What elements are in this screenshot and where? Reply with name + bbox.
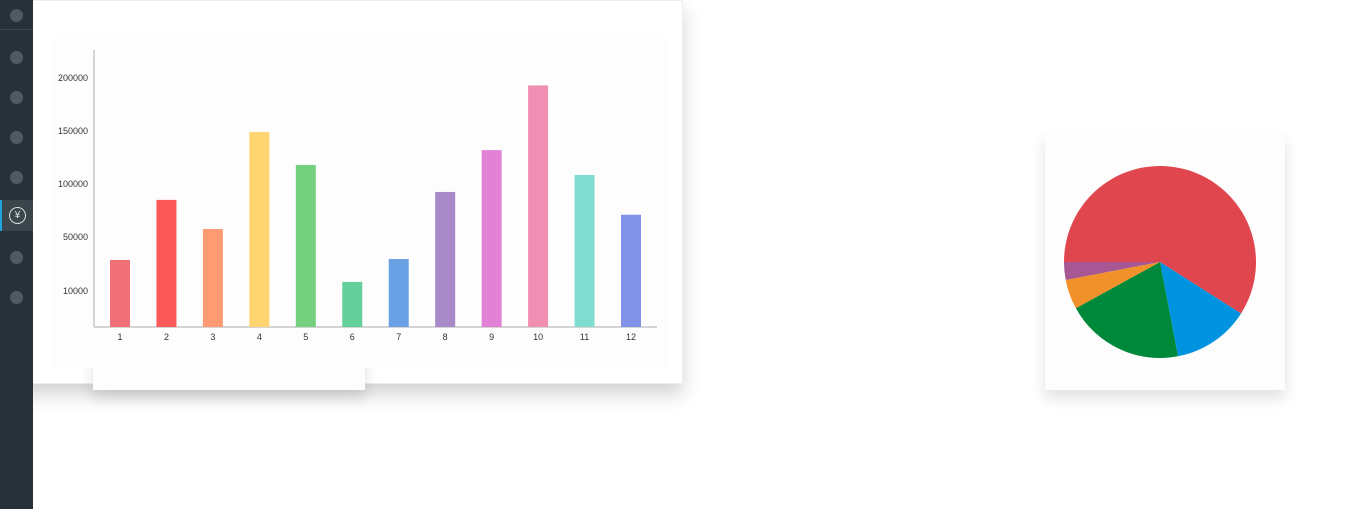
bar-8[interactable] — [435, 191, 456, 327]
sidebar-item-5[interactable] — [0, 162, 33, 193]
x-tick-label: 3 — [210, 332, 215, 342]
bar-2[interactable] — [156, 199, 177, 327]
sidebar-item-1[interactable] — [0, 0, 33, 31]
x-tick-label: 8 — [443, 332, 448, 342]
x-tick-label: 1 — [117, 332, 122, 342]
sidebar: ¥ — [0, 0, 33, 509]
x-tick-label: 7 — [396, 332, 401, 342]
sidebar-item-2[interactable] — [0, 42, 33, 73]
bar-6[interactable] — [342, 281, 363, 327]
x-tick-label: 11 — [580, 332, 589, 342]
x-tick-label: 2 — [164, 332, 169, 342]
bar-4[interactable] — [249, 132, 270, 327]
sidebar-item-7[interactable] — [0, 242, 33, 273]
pie-slice-1[interactable] — [1064, 166, 1256, 314]
x-tick-label: 6 — [350, 332, 355, 342]
pie-slice-4[interactable] — [1065, 262, 1160, 309]
sidebar-item-6[interactable]: ¥ — [0, 200, 33, 231]
y-tick-label: 100000 — [58, 179, 88, 189]
bar-12[interactable] — [621, 214, 641, 327]
bar-7[interactable] — [388, 259, 409, 327]
bar-11[interactable] — [574, 174, 595, 327]
pie-slice-3[interactable] — [1075, 262, 1178, 358]
bar-9[interactable] — [481, 150, 502, 327]
circle-icon — [10, 291, 23, 304]
y-tick-label: 50000 — [63, 232, 88, 242]
bar-5[interactable] — [295, 164, 316, 327]
x-tick-label: 10 — [533, 332, 543, 342]
y-tick-label: 200000 — [58, 73, 88, 83]
x-tick-label: 4 — [257, 332, 262, 342]
circle-icon — [10, 171, 23, 184]
x-tick-label: 12 — [626, 332, 636, 342]
x-tick-label: 9 — [489, 332, 494, 342]
pie-chart — [1064, 166, 1256, 358]
circle-icon — [10, 51, 23, 64]
circle-icon — [10, 91, 23, 104]
sidebar-item-4[interactable] — [0, 122, 33, 153]
pie-slice-5[interactable] — [1064, 262, 1160, 280]
circle-icon — [10, 251, 23, 264]
yen-icon: ¥ — [9, 207, 26, 224]
sidebar-divider — [0, 29, 33, 30]
sidebar-item-3[interactable] — [0, 82, 33, 113]
x-tick-label: 5 — [303, 332, 308, 342]
pie-slice-2[interactable] — [1160, 262, 1242, 357]
bar-1[interactable] — [110, 259, 130, 327]
y-tick-label: 10000 — [63, 286, 88, 296]
circle-icon — [10, 9, 23, 22]
sidebar-item-8[interactable] — [0, 282, 33, 313]
pie-chart-card — [1045, 133, 1285, 390]
y-tick-label: 150000 — [58, 126, 88, 136]
main-window: ¥ 10000 50000 100000 150000 200000 1 2 3 4 5 6 7 8 9 1… — [0, 0, 683, 509]
bar-10[interactable] — [528, 85, 549, 327]
circle-icon — [10, 131, 23, 144]
bar-3[interactable] — [202, 229, 223, 327]
